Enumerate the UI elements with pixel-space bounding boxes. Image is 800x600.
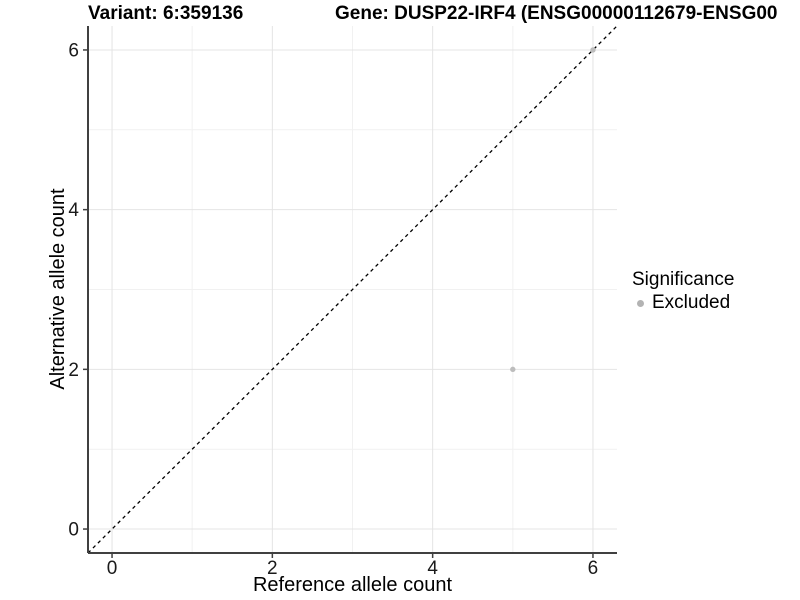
data-point [590, 47, 596, 53]
legend-entry-label: Excluded [652, 292, 731, 313]
y-axis-title: Alternative allele count [47, 188, 69, 390]
y-tick-label: 0 [68, 520, 79, 541]
x-axis-title: Reference allele count [252, 574, 452, 596]
legend-entry-excluded: Excluded [632, 292, 734, 314]
y-tick-label: 6 [68, 40, 79, 61]
excluded-point-icon [637, 299, 644, 307]
x-tick-label: 2 [267, 558, 278, 579]
gene-title: Gene: DUSP22-IRF4 (ENSG00000112679-ENSG0… [335, 3, 778, 24]
legend: Significance Excluded [632, 269, 734, 314]
identity-dashed-line [87, 25, 618, 554]
x-tick-label: 4 [427, 558, 438, 579]
variant-title: Variant: 6:359136 [88, 3, 244, 24]
data-point [510, 366, 516, 373]
y-tick-label: 4 [68, 200, 79, 221]
x-tick-label: 0 [107, 558, 118, 579]
y-tick-label: 2 [68, 360, 79, 381]
x-tick-label: 6 [588, 558, 599, 579]
legend-title: Significance [632, 269, 735, 290]
